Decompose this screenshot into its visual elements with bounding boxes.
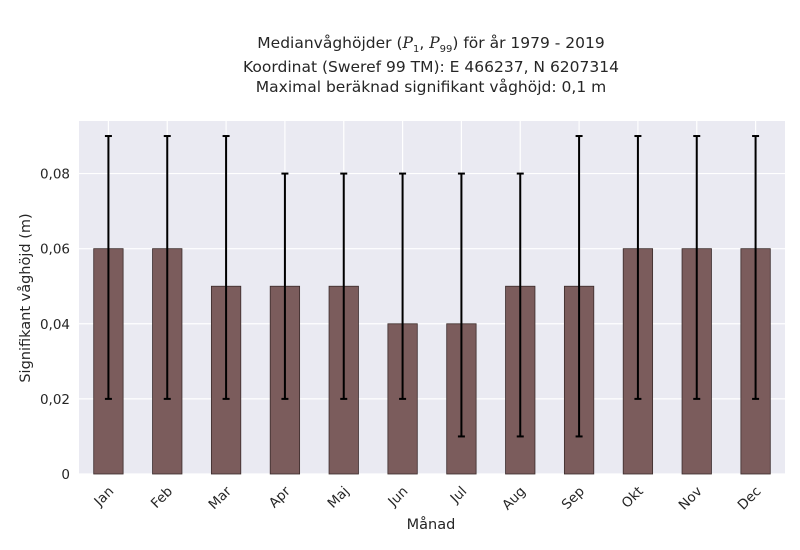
x-tick-label: Nov	[676, 484, 706, 514]
plot-background	[79, 121, 785, 474]
x-tick-label: Feb	[148, 484, 176, 512]
x-tick-label: Jun	[384, 484, 411, 511]
chart-title-line-2: Koordinat (Sweref 99 TM): E 466237, N 62…	[243, 58, 619, 76]
x-tick-label: Apr	[266, 483, 294, 511]
chart-title-line-1: Medianvåghöjder (P1, P99) för år 1979 - …	[257, 34, 605, 56]
x-tick-label: Jul	[447, 484, 471, 508]
chart-title-line-3: Maximal beräknad signifikant våghöjd: 0,…	[255, 78, 607, 96]
y-tick-label: 0	[61, 467, 70, 483]
y-tick-label: 0,06	[40, 242, 70, 258]
x-tick-label: Sep	[559, 484, 588, 513]
x-tick-label: Maj	[325, 484, 353, 512]
y-tick-label: 0,02	[40, 392, 70, 408]
y-axis-label: Signifikant våghöjd (m)	[18, 213, 34, 383]
x-tick-label: Dec	[735, 484, 765, 514]
x-axis-label: Månad	[406, 517, 456, 533]
y-tick-label: 0,04	[40, 317, 70, 333]
x-tick-label: Mar	[206, 483, 236, 513]
y-tick-label: 0,08	[40, 167, 70, 183]
x-tick-label: Jan	[91, 484, 118, 511]
x-tick-label: Okt	[619, 484, 647, 512]
x-tick-label: Aug	[499, 484, 529, 514]
